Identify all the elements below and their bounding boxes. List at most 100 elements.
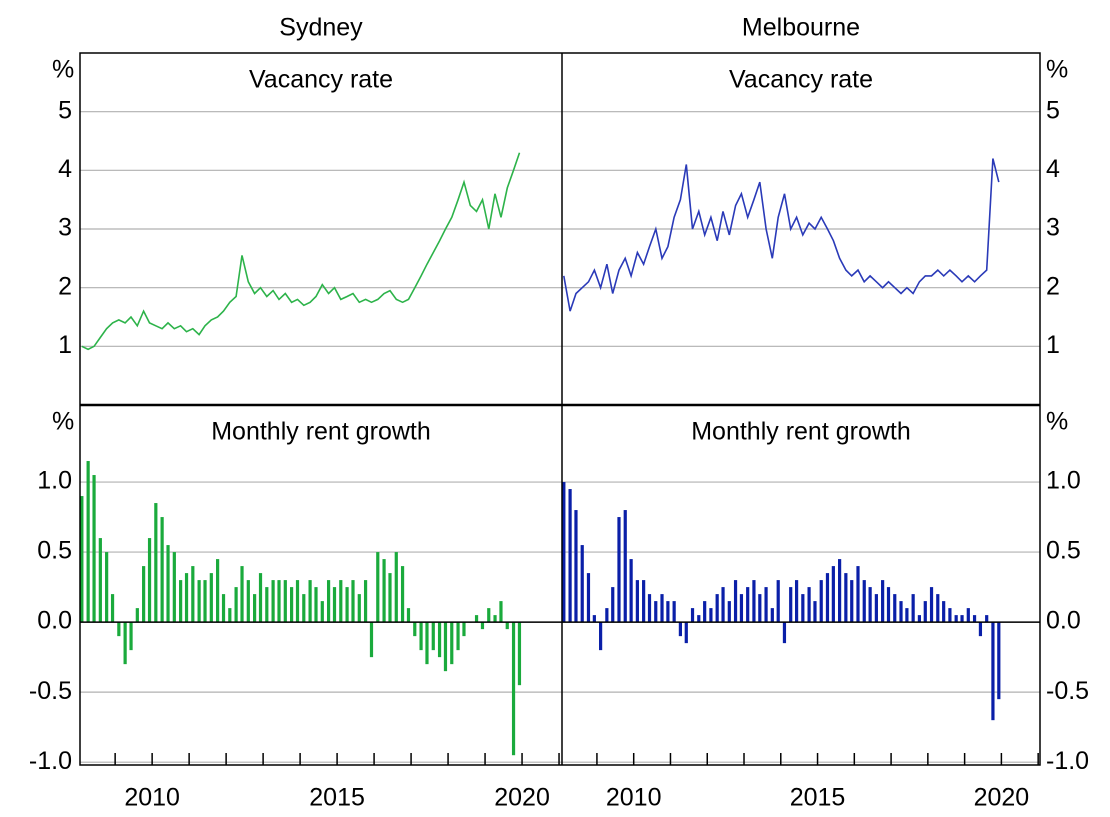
bar [166, 545, 170, 623]
y-tick-label: -1.0 [29, 747, 72, 775]
bar [246, 580, 250, 623]
bar [80, 496, 84, 623]
bar [684, 622, 688, 644]
x-tick-label: 2015 [309, 784, 365, 812]
bar [948, 608, 952, 623]
bar [746, 587, 750, 623]
bar [801, 594, 805, 623]
bar [394, 552, 398, 623]
panel-subtitle: Vacancy rate [729, 66, 873, 94]
bar [172, 552, 176, 623]
bar [86, 461, 90, 623]
bar [893, 594, 897, 623]
bar [462, 622, 466, 637]
bar [302, 594, 306, 623]
bar [413, 622, 417, 637]
y-tick-label: -1.0 [1046, 747, 1089, 775]
bar [191, 566, 195, 623]
bar [400, 566, 405, 623]
bar [660, 594, 664, 623]
vacancy-line [81, 152, 521, 351]
bar [142, 566, 146, 623]
bar [617, 517, 621, 623]
bar [443, 622, 448, 672]
bar [727, 601, 731, 623]
bar [221, 594, 226, 623]
x-tick-label: 2010 [124, 784, 180, 812]
bar [283, 580, 287, 623]
bar [978, 622, 983, 637]
bar [911, 594, 915, 623]
bar [844, 573, 848, 623]
bar [991, 622, 995, 721]
y-tick-label: -0.5 [1046, 677, 1089, 705]
bar [770, 608, 774, 623]
bar [382, 559, 386, 623]
bar [474, 615, 479, 623]
bar [240, 566, 244, 623]
y-tick-label: 1.0 [1046, 467, 1081, 495]
bar [339, 580, 343, 623]
y-tick-label: 5 [1046, 96, 1060, 124]
bar [135, 608, 139, 623]
bar [715, 594, 719, 623]
bar [739, 594, 744, 623]
bar [825, 573, 830, 623]
bar [703, 601, 707, 623]
x-tick-label: 2020 [494, 784, 550, 812]
bar [98, 538, 102, 623]
bar [197, 580, 201, 623]
bar [203, 580, 207, 623]
bar [431, 622, 435, 651]
bar [184, 573, 189, 623]
bar [611, 587, 615, 623]
bar [838, 559, 842, 623]
bar [599, 622, 603, 651]
bar [868, 587, 872, 623]
bar [314, 587, 318, 623]
bar [388, 573, 392, 623]
bar [154, 503, 158, 623]
panel-subtitle: Vacancy rate [249, 66, 393, 94]
y-tick-label: 2 [58, 272, 72, 300]
bar [351, 580, 355, 623]
bar [580, 545, 584, 623]
bar [819, 580, 823, 623]
bar [480, 622, 485, 630]
bar [271, 580, 275, 623]
bar [672, 601, 676, 623]
y-tick-label: 1 [58, 331, 72, 359]
bar [332, 587, 337, 623]
bar [721, 587, 725, 623]
bar [929, 587, 934, 623]
bar [954, 615, 958, 623]
bar [831, 566, 835, 623]
bar [147, 538, 152, 623]
bar [216, 559, 220, 623]
y-tick-label: 3 [1046, 214, 1060, 242]
panel-title: Sydney [279, 14, 363, 42]
y-tick-label: 0.5 [37, 537, 72, 565]
bar [592, 615, 596, 623]
y-unit-label: % [1046, 56, 1068, 84]
bar [899, 601, 903, 623]
y-unit-label: % [1046, 408, 1068, 436]
bar [437, 622, 442, 658]
bar [997, 622, 1001, 700]
bar [972, 615, 977, 623]
y-tick-label: 0.5 [1046, 537, 1081, 565]
bar [733, 580, 738, 623]
bar [363, 580, 368, 623]
bar [487, 608, 491, 623]
bar [258, 573, 263, 623]
bar [654, 601, 658, 623]
bar [265, 587, 269, 623]
bar [966, 608, 970, 623]
bar [697, 615, 701, 623]
bar [493, 615, 497, 623]
panel-subtitle: Monthly rent growth [691, 418, 911, 446]
bar [277, 580, 281, 623]
y-tick-label: 5 [58, 96, 72, 124]
x-tick-label: 2010 [606, 784, 662, 812]
y-tick-label: 3 [58, 214, 72, 242]
